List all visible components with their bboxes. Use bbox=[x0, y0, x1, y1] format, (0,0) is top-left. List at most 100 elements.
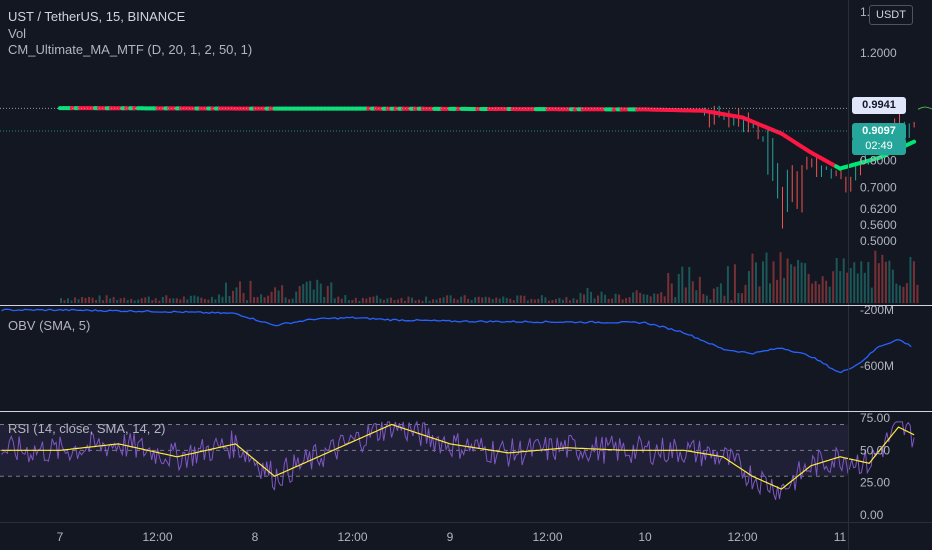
volume-bar bbox=[116, 299, 119, 303]
ma-value-badge: 0.9941 bbox=[852, 97, 906, 114]
volume-bar bbox=[547, 300, 550, 303]
volume-bar bbox=[821, 276, 824, 303]
volume-bar bbox=[291, 298, 294, 303]
volume-bar bbox=[895, 283, 898, 303]
volume-bar bbox=[656, 293, 659, 303]
volume-bar bbox=[403, 300, 406, 303]
volume-bar bbox=[428, 300, 431, 303]
volume-bar bbox=[200, 297, 203, 303]
obv-tick-label: -600M bbox=[860, 359, 894, 373]
volume-bar bbox=[70, 300, 73, 303]
volume-bar bbox=[790, 264, 793, 303]
volume-bar bbox=[214, 299, 217, 303]
volume-bar bbox=[832, 271, 835, 303]
volume-bar bbox=[891, 269, 894, 303]
volume-bar bbox=[231, 290, 234, 303]
panel-separator-obv[interactable] bbox=[0, 305, 932, 306]
volume-bar bbox=[839, 271, 842, 303]
volume-bar bbox=[305, 281, 308, 303]
volume-bar bbox=[867, 261, 870, 303]
currency-button[interactable]: USDT bbox=[869, 5, 913, 25]
volume-bar bbox=[463, 295, 466, 303]
volume-bar bbox=[112, 296, 115, 303]
volume-bar bbox=[804, 263, 807, 303]
volume-bar bbox=[277, 290, 280, 303]
last-price-badge: 0.9097 bbox=[852, 123, 906, 140]
volume-bar bbox=[884, 261, 887, 303]
volume-bar bbox=[221, 296, 224, 303]
volume-bar bbox=[881, 254, 884, 303]
volume-bar bbox=[691, 281, 694, 303]
volume-bar bbox=[432, 299, 435, 303]
time-axis-border bbox=[0, 522, 932, 523]
rsi-tick-label: 75.00 bbox=[860, 411, 890, 425]
symbol-title[interactable]: UST / TetherUS, 15, BINANCE bbox=[8, 9, 186, 24]
volume-bar bbox=[481, 297, 484, 303]
volume-bar bbox=[551, 300, 554, 303]
volume-bar bbox=[477, 296, 480, 303]
volume-bar bbox=[565, 297, 568, 303]
volume-bar bbox=[224, 282, 227, 303]
price-tick-label: 0.5600 bbox=[860, 218, 897, 232]
price-tick-label: 1.2000 bbox=[860, 46, 897, 60]
rsi-ma-path bbox=[1, 423, 915, 490]
volume-bar bbox=[168, 298, 171, 303]
volume-bar bbox=[783, 278, 786, 303]
volume-bar bbox=[670, 283, 673, 303]
volume-bar bbox=[67, 298, 70, 303]
volume-bar bbox=[179, 299, 182, 303]
obv-tick-label: -200M bbox=[860, 303, 894, 317]
volume-bar bbox=[81, 297, 84, 303]
volume-bar bbox=[77, 299, 80, 303]
volume-bar bbox=[575, 299, 578, 303]
volume-bar bbox=[877, 263, 880, 303]
volume-bar bbox=[607, 298, 610, 303]
volume-bar bbox=[621, 299, 624, 303]
time-tick-label: 12:00 bbox=[727, 530, 757, 544]
rsi-legend[interactable]: RSI (14, close, SMA, 14, 2) bbox=[8, 421, 166, 436]
volume-bar bbox=[105, 295, 108, 303]
volume-legend[interactable]: Vol bbox=[8, 26, 27, 41]
volume-bar bbox=[646, 294, 649, 303]
time-tick-label: 12:00 bbox=[142, 530, 172, 544]
volume-bar bbox=[130, 298, 133, 303]
volume-bar bbox=[119, 298, 122, 303]
volume-bar bbox=[719, 283, 722, 303]
volume-bar bbox=[158, 300, 161, 303]
volume-bar bbox=[333, 298, 336, 303]
volume-bar bbox=[309, 280, 312, 303]
rsi-panel-graphics bbox=[0, 420, 915, 500]
volume-bar bbox=[340, 298, 343, 303]
volume-bar bbox=[260, 294, 263, 303]
volume-bar bbox=[530, 298, 533, 303]
volume-bar bbox=[172, 298, 175, 303]
volume-bar bbox=[765, 252, 768, 303]
obv-path bbox=[1, 308, 912, 374]
volume-bar bbox=[379, 298, 382, 303]
ma-legend[interactable]: CM_Ultimate_MA_MTF (D, 20, 1, 2, 50, 1) bbox=[8, 42, 253, 57]
time-tick-label: 9 bbox=[447, 530, 454, 544]
volume-bar bbox=[512, 300, 515, 303]
panel-separator-rsi[interactable] bbox=[0, 411, 932, 412]
volume-bar bbox=[681, 266, 684, 303]
volume-bar bbox=[316, 279, 319, 303]
volume-bar bbox=[705, 295, 708, 303]
axis-ticks: 1.2000 0.8000 0.7000 0.6200 0.5600 0.5000 1. -2… bbox=[0, 5, 897, 544]
volume-bar bbox=[568, 300, 571, 303]
volume-bar bbox=[288, 299, 291, 303]
time-tick-label: 11 bbox=[834, 530, 847, 544]
volume-bar bbox=[709, 299, 712, 303]
volume-bar bbox=[439, 298, 442, 303]
obv-legend[interactable]: OBV (SMA, 5) bbox=[8, 318, 91, 333]
volume-bar bbox=[677, 273, 680, 303]
volume-bar bbox=[628, 297, 631, 303]
volume-bar bbox=[446, 295, 449, 303]
volume-bar bbox=[762, 261, 764, 303]
volume-bar bbox=[196, 296, 199, 303]
volume-bar bbox=[239, 281, 242, 303]
volume-bar bbox=[554, 299, 557, 303]
volume-bar bbox=[418, 299, 421, 303]
volume-bar bbox=[537, 298, 540, 303]
